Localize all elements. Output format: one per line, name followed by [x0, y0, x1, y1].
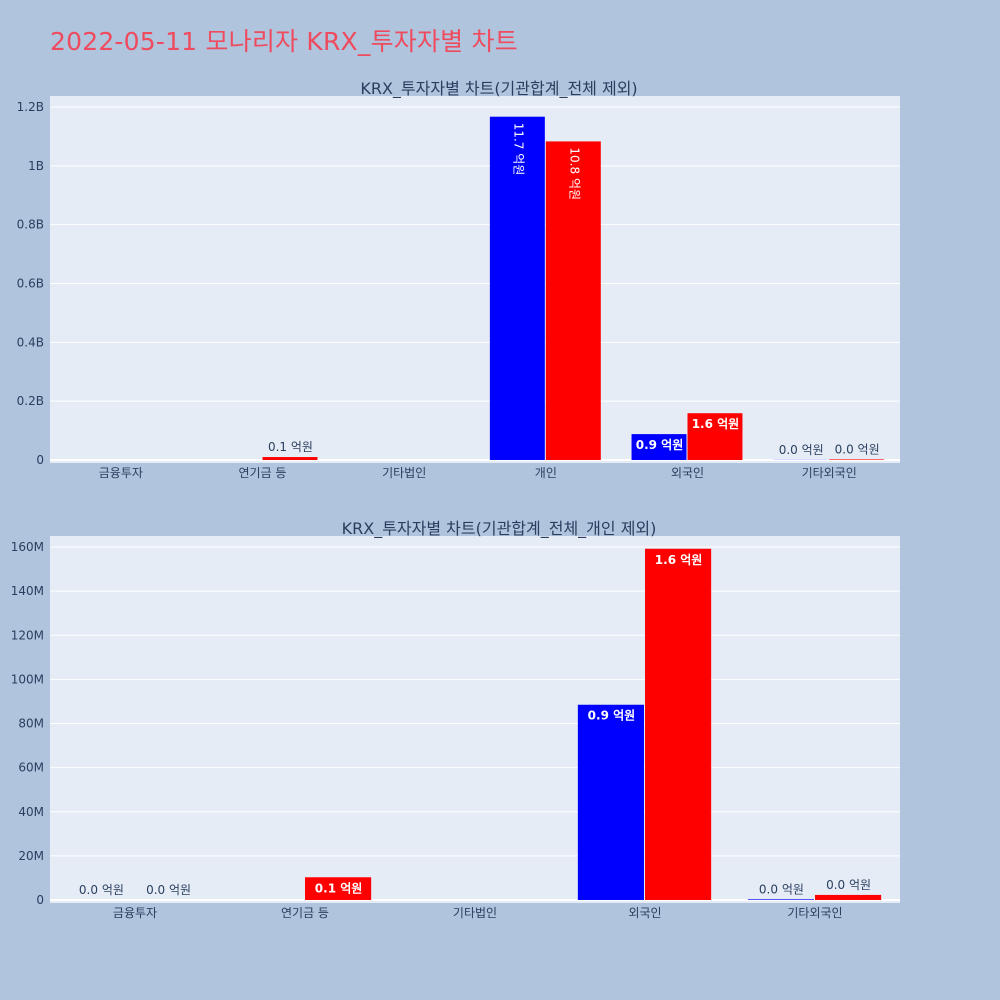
bar — [815, 894, 882, 900]
chart-title: KRX_투자자별 차트(기관합계_전체_개인 제외) — [342, 519, 657, 539]
y-tick-label: 1B — [28, 159, 44, 173]
chart-title: KRX_투자자별 차트(기관합계_전체 제외) — [360, 79, 637, 99]
x-tick-label: 연기금 등 — [281, 906, 329, 920]
chart-bottom: 0 20M 40M 60M 80M 100M 120M 140M 160M KRX_투자자별 차트… — [11, 519, 900, 920]
y-tick-label: 100M — [11, 672, 44, 686]
chart-top: 0 0.2B 0.4B 0.6B 0.8B 1B 1.2B KRX_투자자별 차트(기관합계_… — [17, 79, 900, 480]
data-label: 11.7 억원 — [511, 123, 525, 176]
y-tick-label: 0 — [36, 453, 44, 467]
x-tick-label: 금융투자 — [113, 906, 157, 920]
y-tick-label: 0.6B — [17, 277, 44, 291]
y-tick-label: 120M — [11, 628, 44, 642]
bar — [747, 899, 814, 900]
x-tick-label: 연기금 등 — [239, 466, 287, 480]
x-tick-label: 기타외국인 — [802, 466, 857, 480]
y-tick-label: 40M — [18, 805, 44, 819]
bar — [687, 413, 743, 460]
y-tick-label: 20M — [18, 849, 44, 863]
y-tick-label: 160M — [11, 540, 44, 554]
data-label: 0.1 억원 — [268, 440, 313, 454]
bar — [545, 141, 601, 461]
bar — [305, 877, 372, 900]
data-label: 0.9 억원 — [588, 709, 636, 723]
page-title: 2022-05-11 모나리자 KRX_투자자별 차트 — [50, 27, 518, 56]
data-label: 0.0 억원 — [759, 882, 804, 896]
data-label: 0.0 억원 — [79, 883, 124, 897]
y-tick-label: 0.4B — [17, 335, 44, 349]
plot-area — [50, 536, 900, 903]
x-tick-label: 금융투자 — [99, 466, 143, 480]
y-tick-label: 0.2B — [17, 394, 44, 408]
x-tick-label: 기타법인 — [382, 466, 426, 480]
x-tick-label: 기타외국인 — [787, 906, 842, 920]
y-tick-label: 60M — [18, 761, 44, 775]
x-tick-label: 기타법인 — [453, 906, 497, 920]
data-label: 10.8 억원 — [567, 147, 581, 200]
data-label: 0.1 억원 — [315, 881, 363, 895]
y-tick-label: 140M — [11, 584, 44, 598]
data-label: 0.9 억원 — [636, 438, 684, 452]
x-tick-label: 외국인 — [628, 906, 661, 920]
bar — [829, 459, 885, 460]
data-label: 0.0 억원 — [835, 442, 880, 456]
plot-area — [50, 96, 900, 463]
bar — [645, 548, 712, 900]
bar — [631, 434, 687, 460]
y-tick-label: 0 — [36, 893, 44, 907]
bar — [489, 116, 545, 461]
y-tick-label: 80M — [18, 717, 44, 731]
bar — [262, 457, 318, 460]
bar — [577, 704, 644, 900]
x-tick-label: 개인 — [535, 466, 557, 480]
data-label: 1.6 억원 — [655, 553, 703, 567]
data-label: 0.0 억원 — [779, 443, 824, 457]
y-tick-label: 1.2B — [17, 100, 44, 114]
data-label: 0.0 억원 — [146, 883, 191, 897]
data-label: 0.0 억원 — [826, 878, 871, 892]
y-tick-label: 0.8B — [17, 218, 44, 232]
data-label: 1.6 억원 — [692, 417, 740, 431]
x-tick-label: 외국인 — [671, 466, 704, 480]
